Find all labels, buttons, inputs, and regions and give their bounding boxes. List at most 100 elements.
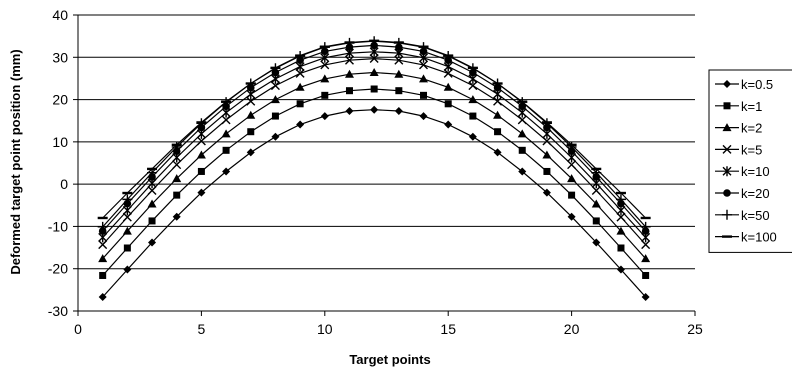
y-tick-label: -30 bbox=[48, 303, 68, 319]
data-point bbox=[270, 95, 280, 104]
data-point bbox=[122, 194, 133, 205]
data-point bbox=[296, 100, 304, 108]
data-point bbox=[122, 226, 132, 235]
data-point bbox=[419, 74, 429, 83]
legend-item: k=5 bbox=[715, 142, 762, 157]
legend-item: k=0.5 bbox=[715, 77, 773, 92]
data-point bbox=[640, 221, 651, 232]
legend-marker bbox=[722, 209, 732, 220]
y-axis-title: Deformed target point position (mm) bbox=[8, 49, 23, 274]
data-point bbox=[345, 87, 353, 95]
data-point bbox=[172, 174, 182, 183]
data-point bbox=[97, 221, 108, 232]
data-point bbox=[295, 68, 305, 78]
legend-marker bbox=[723, 102, 731, 110]
y-tick-label: 40 bbox=[52, 7, 68, 23]
data-point bbox=[295, 82, 305, 91]
data-point bbox=[98, 254, 108, 263]
data-point bbox=[173, 191, 181, 199]
data-point bbox=[591, 185, 601, 195]
data-point bbox=[148, 238, 157, 247]
legend-item: k=20 bbox=[715, 186, 770, 201]
data-point bbox=[221, 129, 231, 138]
legend-box bbox=[708, 69, 792, 253]
legend-marker bbox=[722, 166, 732, 177]
legend-marker bbox=[722, 123, 732, 132]
y-tick-label: -10 bbox=[48, 218, 68, 234]
data-point bbox=[271, 132, 280, 141]
data-point bbox=[468, 132, 477, 141]
series-k=1 bbox=[99, 85, 650, 279]
x-tick-label: 15 bbox=[440, 321, 456, 337]
data-point bbox=[246, 110, 256, 119]
y-tick-label: -20 bbox=[48, 261, 68, 277]
data-point bbox=[172, 212, 181, 221]
data-point bbox=[196, 136, 206, 146]
data-point bbox=[122, 212, 132, 222]
legend-item: k=50 bbox=[715, 208, 770, 223]
legend-marker bbox=[722, 144, 732, 154]
legend-label: k=10 bbox=[741, 164, 770, 179]
y-tick-label: 0 bbox=[60, 176, 68, 192]
series-k=0.5 bbox=[98, 105, 650, 302]
data-point bbox=[616, 226, 626, 235]
series-k=2 bbox=[98, 68, 651, 263]
data-point bbox=[320, 74, 330, 83]
data-point bbox=[591, 199, 601, 208]
data-point bbox=[320, 112, 329, 121]
data-point bbox=[469, 112, 477, 120]
data-point bbox=[147, 199, 157, 208]
legend-item: k=100 bbox=[715, 230, 777, 245]
data-point bbox=[517, 115, 527, 125]
data-point bbox=[420, 91, 428, 99]
data-point bbox=[567, 160, 577, 170]
data-point bbox=[197, 167, 205, 175]
legend: k=0.5 k=1 k=2 k=5 k=10 k=20 k=50 k=100 bbox=[708, 69, 792, 253]
data-point bbox=[419, 112, 428, 121]
data-point bbox=[444, 100, 452, 108]
data-point bbox=[369, 68, 379, 77]
data-point bbox=[518, 167, 527, 176]
data-point bbox=[171, 141, 182, 152]
data-point bbox=[468, 81, 478, 91]
legend-item: k=10 bbox=[715, 164, 770, 179]
data-point bbox=[123, 265, 132, 274]
legend-label: k=2 bbox=[741, 121, 762, 136]
data-point bbox=[443, 82, 453, 91]
data-point bbox=[468, 95, 478, 104]
legend-label: k=5 bbox=[741, 142, 762, 157]
data-point bbox=[196, 150, 206, 159]
data-point bbox=[443, 68, 453, 78]
data-point bbox=[419, 60, 429, 70]
data-point bbox=[616, 265, 625, 274]
data-point bbox=[542, 188, 551, 197]
series-k=100 bbox=[97, 39, 651, 220]
legend-marker bbox=[723, 189, 731, 197]
data-point bbox=[98, 293, 107, 302]
data-point bbox=[321, 91, 329, 99]
data-point bbox=[568, 191, 576, 199]
data-point bbox=[370, 85, 378, 93]
legend-label: k=1 bbox=[741, 99, 762, 114]
legend-marker bbox=[723, 80, 731, 88]
series-line bbox=[102, 71, 647, 260]
data-point bbox=[394, 69, 404, 78]
data-point bbox=[493, 148, 502, 157]
data-point bbox=[320, 60, 330, 70]
legend-label: k=0.5 bbox=[741, 77, 773, 92]
data-point bbox=[493, 96, 503, 106]
x-tick-label: 0 bbox=[74, 321, 82, 337]
data-point bbox=[344, 69, 354, 78]
x-tick-label: 25 bbox=[687, 321, 703, 337]
data-point bbox=[99, 271, 107, 279]
legend-label: k=50 bbox=[741, 208, 770, 223]
data-point bbox=[615, 194, 626, 205]
data-point bbox=[98, 240, 108, 250]
data-point bbox=[246, 148, 255, 157]
tick-labels: 0 5 10 15 20 25 -30 -20 -10 0 10 20 30 40 bbox=[48, 7, 703, 337]
x-tick-label: 5 bbox=[198, 321, 206, 337]
data-point bbox=[542, 136, 552, 146]
series-k=50 bbox=[97, 36, 651, 232]
data-point bbox=[542, 150, 552, 159]
